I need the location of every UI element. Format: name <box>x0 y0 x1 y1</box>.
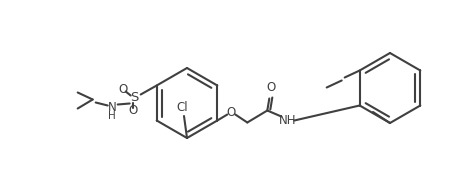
Text: S: S <box>130 91 139 104</box>
Text: O: O <box>118 83 127 96</box>
Text: O: O <box>128 104 137 117</box>
Text: NH: NH <box>278 114 295 127</box>
Text: N: N <box>108 101 117 114</box>
Text: Cl: Cl <box>176 102 187 114</box>
Text: O: O <box>226 106 235 119</box>
Text: O: O <box>266 81 275 94</box>
Text: H: H <box>107 111 115 121</box>
